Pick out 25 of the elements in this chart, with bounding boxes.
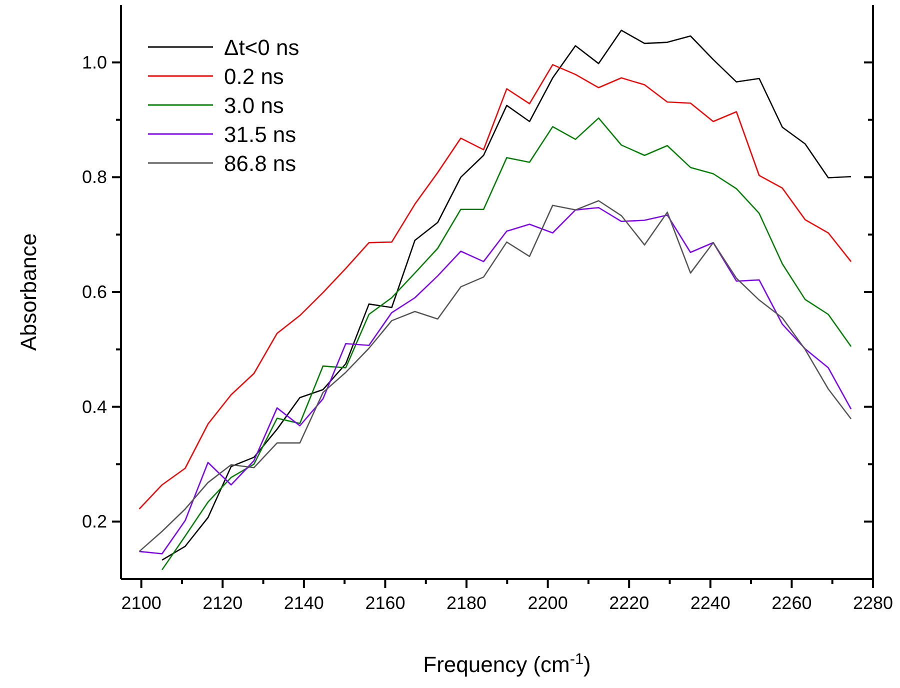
x-tick-label: 2280	[852, 593, 894, 613]
y-axis-title: Absorbance	[16, 233, 41, 351]
y-tick-label: 0.8	[82, 167, 107, 188]
x-tick-label: 2220	[609, 593, 650, 613]
line-series	[161, 30, 852, 561]
y-tick-label: 0.2	[82, 512, 107, 532]
x-tick-label: 2260	[772, 593, 812, 613]
y-tick-label: 0.6	[82, 282, 107, 302]
legend-label: 86.8 ns	[224, 151, 296, 176]
line-series	[161, 117, 852, 570]
y-tick-label: 0.4	[82, 396, 107, 417]
x-tick-label: 2160	[365, 593, 406, 613]
x-axis-title: Frequency (cm$^{-1}$)	[423, 650, 591, 677]
legend-label: Δt<0 ns	[224, 35, 300, 60]
x-tick-label: 2240	[690, 593, 730, 613]
x-tick-label: 2180	[446, 593, 487, 613]
x-tick-label: 2100	[121, 593, 162, 613]
legend-label: 31.5 ns	[224, 122, 296, 147]
legend-label: 3.0 ns	[224, 93, 284, 118]
y-tick-label: 1.0	[82, 52, 107, 72]
x-tick-label: 2120	[202, 593, 243, 613]
x-tick-label: 2200	[528, 593, 568, 613]
legend-label: 0.2 ns	[224, 64, 284, 89]
line-series	[138, 64, 852, 510]
x-tick-label: 2140	[284, 593, 324, 613]
